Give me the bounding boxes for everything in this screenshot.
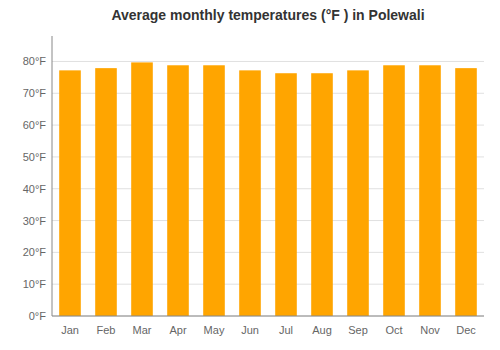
bar [167, 65, 189, 316]
y-tick-label: 20°F [23, 246, 47, 258]
bar [455, 68, 477, 316]
y-axis-line [52, 36, 53, 316]
y-tick-label: 40°F [23, 183, 47, 195]
chart: Average monthly temperatures (°F ) in Po… [0, 0, 500, 350]
y-tick-label: 10°F [23, 278, 47, 290]
bar [275, 73, 297, 316]
bar [347, 70, 369, 316]
y-tick-label: 70°F [23, 87, 47, 99]
bar [203, 65, 225, 316]
bars [59, 62, 477, 316]
x-tick-label: Oct [385, 324, 402, 336]
bar [419, 65, 441, 316]
bar [59, 70, 81, 316]
bar [131, 62, 153, 316]
grid [52, 61, 484, 316]
x-tick-label: Jun [241, 324, 259, 336]
x-tick-label: Jul [279, 324, 293, 336]
x-tick-label: Dec [456, 324, 476, 336]
x-tick-label: Mar [133, 324, 152, 336]
x-tick-label: May [204, 324, 225, 336]
x-tick-label: Jan [61, 324, 79, 336]
grid-line [52, 316, 484, 317]
x-axis-line [52, 316, 484, 317]
y-tick-labels: 0°F 10°F 20°F 30°F 40°F 50°F 60°F 70°F 80°F [23, 55, 47, 322]
y-tick-label: 50°F [23, 151, 47, 163]
x-tick-label: Apr [169, 324, 186, 336]
bar [239, 70, 261, 316]
title: Average monthly temperatures (°F ) in Po… [111, 7, 424, 23]
y-tick-label: 0°F [29, 310, 47, 322]
x-tick-label: Feb [97, 324, 116, 336]
x-tick-label: Sep [348, 324, 368, 336]
y-tick-label: 60°F [23, 119, 47, 131]
bar [383, 65, 405, 316]
grid-line [52, 61, 484, 62]
x-tick-labels: Jan Feb Mar Apr May Jun Jul Aug Sep Oct Nov Dec [61, 324, 476, 336]
y-tick-label: 30°F [23, 215, 47, 227]
y-tick-label: 80°F [23, 55, 47, 67]
x-tick-label: Nov [420, 324, 440, 336]
x-tick-label: Aug [312, 324, 332, 336]
bar [95, 68, 117, 316]
bar [311, 73, 333, 316]
